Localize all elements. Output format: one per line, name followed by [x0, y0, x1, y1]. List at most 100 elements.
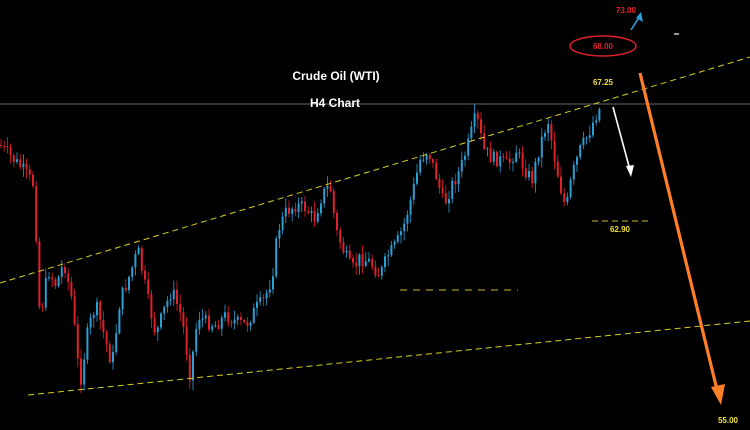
candle-body [515, 152, 518, 162]
candle-body [70, 281, 73, 297]
candle-body [156, 327, 159, 332]
candle-body [377, 275, 380, 277]
candle-body [86, 327, 89, 360]
level-label-55: 55.00 [718, 416, 739, 425]
candle-body [195, 329, 198, 352]
candle-body [236, 316, 239, 320]
candle-body [332, 191, 335, 213]
candle-body [438, 178, 441, 188]
candle-body [64, 267, 66, 274]
candle-body [598, 109, 601, 121]
candle-body [166, 300, 169, 307]
candle-body [211, 326, 214, 330]
short-term-pullback-arrow [612, 106, 634, 177]
candle-body [380, 266, 383, 276]
candle-body [214, 325, 217, 327]
candle-body [25, 163, 28, 170]
candle-body [326, 186, 329, 189]
candle-body [224, 312, 226, 318]
candle-body [278, 229, 281, 239]
candle-body [121, 287, 124, 310]
candle-body [268, 289, 271, 293]
candle-body [0, 145, 2, 146]
candle-body [531, 170, 534, 184]
lower-wedge-trendline [27, 320, 750, 396]
upper-wedge-trendline [0, 56, 750, 284]
candle-body [364, 261, 367, 266]
candle-body [16, 159, 18, 163]
candle-body [448, 199, 450, 204]
level-label-68: 68.00 [593, 42, 614, 51]
bullish-breakout-arrow [630, 12, 643, 31]
candle-body [419, 159, 422, 173]
candle-body [553, 140, 556, 162]
candle-body [310, 211, 313, 213]
candle-body [409, 199, 412, 215]
candle-body [396, 235, 399, 242]
candle-body [467, 138, 470, 156]
candle-body [115, 333, 118, 353]
candle-body [569, 179, 572, 197]
candle-body [48, 277, 50, 279]
candle-body [534, 161, 537, 184]
candle-body [150, 293, 153, 319]
candle-body [355, 262, 358, 267]
candle-body [163, 306, 166, 314]
candle-body [89, 317, 92, 328]
candle-body [92, 315, 95, 318]
candle-body [544, 133, 546, 137]
candle-body [262, 297, 265, 299]
candle-body [524, 168, 527, 178]
candle-body [576, 157, 578, 165]
candle-body [336, 212, 338, 231]
candle-body [585, 137, 588, 139]
candle-body [41, 307, 44, 309]
chart-title: Crude Oil (WTI) [292, 69, 379, 83]
candle-body [329, 186, 332, 192]
candle-body [435, 162, 438, 179]
candle-body [313, 211, 316, 222]
candle-body [537, 157, 540, 162]
candle-body [51, 277, 54, 280]
candle-body [201, 318, 204, 320]
candle-body [54, 279, 57, 287]
candle-body [595, 120, 598, 123]
candle-body [300, 201, 303, 204]
candle-body [294, 208, 297, 212]
bearish-breakdown-arrow [638, 72, 725, 405]
candle-body [387, 255, 390, 257]
candle-body [137, 247, 140, 255]
candle-body [131, 267, 134, 277]
candle-body [272, 276, 274, 290]
candle-body [220, 317, 223, 329]
candle-body [9, 147, 12, 156]
candle-body [361, 254, 364, 266]
candle-body [358, 254, 361, 267]
candle-body [160, 313, 162, 328]
candle-body [67, 273, 70, 282]
candle-body [169, 299, 172, 301]
candle-body [22, 163, 25, 168]
candle-body [412, 183, 415, 200]
candle-body [32, 174, 34, 186]
candle-body [521, 152, 524, 169]
candle-body [240, 316, 242, 321]
candle-body [38, 241, 41, 308]
candle-body [550, 124, 553, 141]
candle-body [425, 154, 428, 160]
candle-body [454, 180, 457, 185]
candle-body [368, 258, 370, 262]
level-label-67-25: 67.25 [593, 78, 614, 87]
candle-body [208, 315, 210, 330]
candle-body [83, 359, 86, 385]
candle-body [176, 289, 178, 304]
candle-body [348, 250, 351, 259]
candle-body [259, 297, 262, 302]
candle-body [547, 124, 550, 134]
candle-body [320, 203, 322, 214]
resistance-target-circle [569, 35, 637, 57]
candle-body [153, 318, 156, 332]
candle-body [217, 325, 220, 329]
